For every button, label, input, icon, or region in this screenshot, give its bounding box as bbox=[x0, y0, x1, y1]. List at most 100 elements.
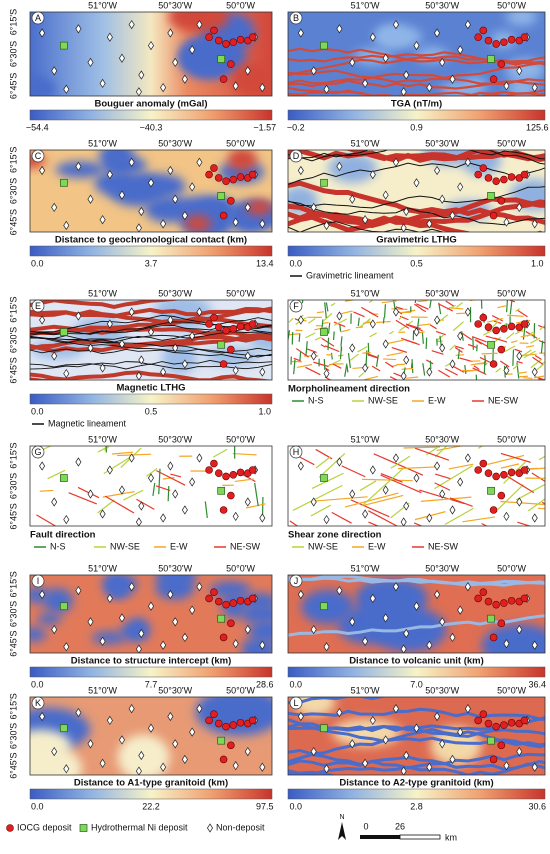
colorbar-label: 1.0 bbox=[531, 258, 544, 268]
non-deposit bbox=[434, 28, 441, 38]
non-deposit bbox=[516, 202, 523, 213]
longitude-label: 51°0'W bbox=[351, 0, 380, 10]
non-deposit bbox=[297, 28, 304, 38]
non-deposit bbox=[449, 632, 456, 643]
panel-title: Distance to volcanic unit (km) bbox=[349, 656, 484, 667]
non-deposit bbox=[464, 453, 471, 463]
map-segment bbox=[353, 311, 365, 318]
non-deposit bbox=[336, 707, 343, 718]
panel-title: Magnetic LTHG bbox=[117, 383, 186, 394]
map-segment bbox=[515, 308, 520, 312]
map-segment bbox=[167, 486, 170, 502]
longitude-label: 50°30'W bbox=[158, 563, 192, 573]
direction-label: N-S bbox=[308, 395, 324, 405]
non-deposit bbox=[232, 365, 239, 376]
non-deposit bbox=[531, 367, 538, 377]
iocg-deposit bbox=[214, 36, 223, 45]
non-deposit bbox=[51, 202, 58, 213]
map-line bbox=[288, 180, 545, 225]
map-segment bbox=[361, 478, 413, 482]
non-deposit bbox=[457, 45, 464, 55]
map-segment bbox=[452, 321, 464, 332]
non-deposit bbox=[128, 453, 135, 463]
direction-label: E-W bbox=[428, 395, 446, 405]
non-deposit bbox=[259, 762, 266, 772]
iocg-deposit bbox=[214, 323, 223, 332]
map-segment bbox=[522, 326, 526, 340]
iocg-deposit bbox=[236, 35, 245, 44]
map-segment bbox=[540, 340, 544, 354]
map-segment bbox=[495, 367, 502, 373]
iocg-deposit bbox=[489, 755, 498, 764]
map-segment bbox=[357, 346, 368, 353]
ni-deposit bbox=[320, 178, 328, 187]
iocg-deposit bbox=[236, 718, 245, 727]
map bbox=[30, 12, 272, 96]
map-segment bbox=[420, 308, 427, 313]
non-deposit bbox=[531, 513, 538, 523]
non-deposit bbox=[297, 711, 304, 722]
map bbox=[288, 697, 545, 775]
iocg-deposit bbox=[229, 324, 238, 333]
non-deposit bbox=[99, 363, 106, 373]
longitude-label: 51°0'W bbox=[351, 563, 380, 573]
map-segment bbox=[411, 359, 414, 374]
non-deposit bbox=[392, 19, 399, 30]
iocg-deposit bbox=[219, 506, 228, 514]
iocg-deposit bbox=[214, 719, 223, 728]
map-segment bbox=[373, 453, 424, 476]
non-deposit bbox=[51, 746, 58, 757]
iocg-deposit bbox=[227, 60, 235, 68]
longitude-label: 50°0'W bbox=[497, 288, 526, 298]
map-segment bbox=[298, 333, 301, 342]
map-segment bbox=[401, 367, 414, 370]
latitude-label: 6°30'S bbox=[8, 178, 18, 204]
non-deposit bbox=[189, 331, 196, 341]
map-segment bbox=[104, 495, 135, 514]
non-deposit bbox=[369, 319, 376, 329]
colorbar-label: 0.0 bbox=[31, 406, 44, 416]
non-deposit bbox=[323, 84, 330, 94]
map-segment bbox=[347, 352, 351, 369]
map-field bbox=[30, 627, 47, 642]
map-field bbox=[104, 155, 148, 175]
non-deposit bbox=[63, 764, 70, 774]
panel-letter: D bbox=[293, 151, 300, 161]
non-deposit bbox=[323, 764, 330, 774]
iocg-deposit bbox=[497, 345, 506, 354]
ni-deposit bbox=[217, 55, 226, 63]
non-deposit bbox=[138, 355, 145, 365]
non-deposit bbox=[160, 367, 167, 377]
map-background bbox=[30, 446, 272, 526]
latitude-label: 6°45'S bbox=[8, 73, 18, 99]
map-segment bbox=[338, 310, 353, 315]
non-deposit bbox=[160, 513, 167, 523]
panel-letter: F bbox=[293, 301, 299, 311]
map bbox=[288, 575, 545, 653]
map-segment bbox=[389, 376, 399, 380]
ni-deposit bbox=[487, 736, 495, 745]
map-segment bbox=[323, 359, 326, 370]
panel-letter-circle bbox=[31, 574, 45, 588]
non-deposit bbox=[196, 704, 203, 714]
non-deposit bbox=[297, 589, 304, 600]
map-segment bbox=[362, 351, 371, 354]
map-line bbox=[288, 69, 545, 85]
iocg-deposit bbox=[500, 38, 508, 47]
map-segment bbox=[330, 302, 336, 307]
non-deposit bbox=[135, 371, 142, 380]
non-deposit bbox=[106, 593, 113, 604]
non-deposit bbox=[75, 707, 82, 718]
non-deposit bbox=[232, 638, 239, 649]
colorbar-label: −1.57 bbox=[253, 122, 276, 132]
map-segment bbox=[391, 346, 407, 353]
panel-title: Fault direction bbox=[30, 530, 96, 541]
longitude-label: 50°0'W bbox=[497, 685, 526, 695]
colorbar-label: 0.9 bbox=[410, 122, 423, 132]
iocg-deposit bbox=[507, 718, 516, 727]
iocg-deposit bbox=[489, 360, 498, 368]
ni-deposit bbox=[487, 614, 495, 623]
non-deposit bbox=[531, 762, 538, 772]
map-segment bbox=[357, 317, 360, 327]
iocg-deposit bbox=[227, 741, 235, 750]
